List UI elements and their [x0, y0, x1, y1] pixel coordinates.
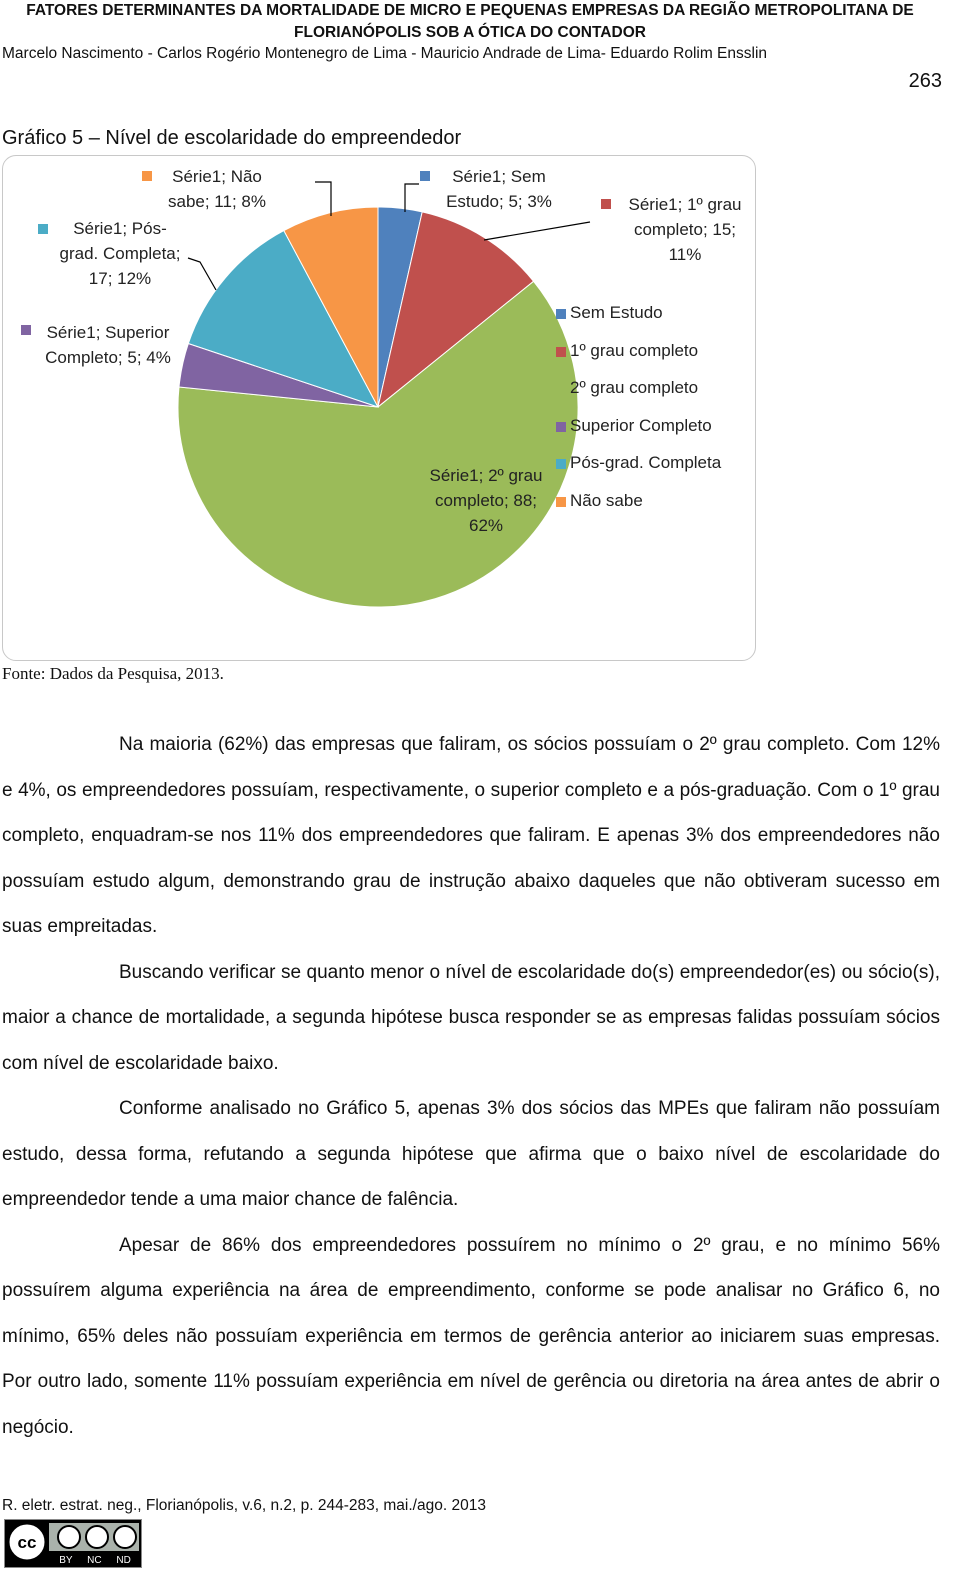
figure-caption: Gráfico 5 – Nível de escolaridade do emp… [2, 127, 462, 149]
leader-line [404, 183, 419, 212]
label-marker [21, 325, 31, 335]
paragraph: Buscando verificar se quanto menor o nív… [2, 961, 940, 1074]
license-badge: cc BY NC ND [4, 1519, 142, 1568]
leader-lines [187, 181, 591, 291]
leader-line [315, 181, 332, 216]
body-text: Na maioria (62%) das empresas que falira… [2, 722, 940, 1450]
footer-citation: R. eletr. estrat. neg., Florianópolis, v… [2, 1497, 486, 1514]
license-terms: BY NC ND [59, 1555, 131, 1566]
chart [177, 181, 591, 608]
data-label: Série1; Sem Estudo; 5; 3% [446, 167, 552, 211]
data-label: Série1; 2º grau completo; 88; 62% [429, 466, 543, 535]
legend-entry: Não sabe [570, 490, 643, 510]
data-label: Série1; Não sabe; 11; 8% [168, 167, 266, 211]
pie-slice [377, 211, 535, 409]
svg-text:cc: cc [18, 1533, 37, 1552]
data-label: Série1; 1º grau completo; 15; 11% [628, 195, 742, 264]
header-title: FATORES DETERMINANTES DA MORTALIDADE DE … [26, 2, 914, 41]
label-marker [38, 224, 48, 234]
legend-marker [556, 384, 566, 394]
legend-entry: Sem Estudo [570, 303, 663, 322]
legend-marker [556, 421, 566, 432]
legend-marker [556, 496, 566, 507]
leader-line [483, 221, 591, 241]
label-marker [420, 171, 430, 181]
license-icons: cc BY NC ND [6, 1521, 139, 1566]
pie-slice [187, 229, 380, 408]
legend-marker [556, 459, 566, 469]
legend-marker [556, 309, 566, 319]
legend-entry: Superior Completo [570, 415, 712, 435]
legend-entry: 2º grau completo [570, 378, 699, 397]
data-label: Série1; Superior Completo; 5; 4% [45, 323, 171, 367]
pie-slices [177, 206, 579, 608]
label-marker [601, 199, 611, 209]
legend-entry: 1º grau completo [570, 340, 699, 360]
pie-slice [177, 280, 579, 608]
label-marker [142, 171, 152, 181]
leader-line [187, 257, 217, 291]
header-authors: Marcelo Nascimento - Carlos Rogério Mont… [2, 45, 768, 62]
chart-frame [2, 155, 756, 661]
legend-marker [556, 346, 566, 357]
legend-entry: Pós-grad. Completa [570, 453, 722, 472]
figure-source: Fonte: Dados da Pesquisa, 2013. [2, 664, 224, 683]
paragraph: Na maioria (62%) das empresas que falira… [2, 734, 940, 937]
paragraph: Conforme analisado no Gráfico 5, apenas … [2, 1098, 940, 1210]
pie-slice [283, 206, 379, 408]
data-label: Série1; Pós-grad. Completa; 17; 12% [59, 219, 181, 288]
page-number: 263 [908, 70, 942, 92]
paragraph: Apesar de 86% dos empreendedores possuír… [2, 1234, 940, 1438]
